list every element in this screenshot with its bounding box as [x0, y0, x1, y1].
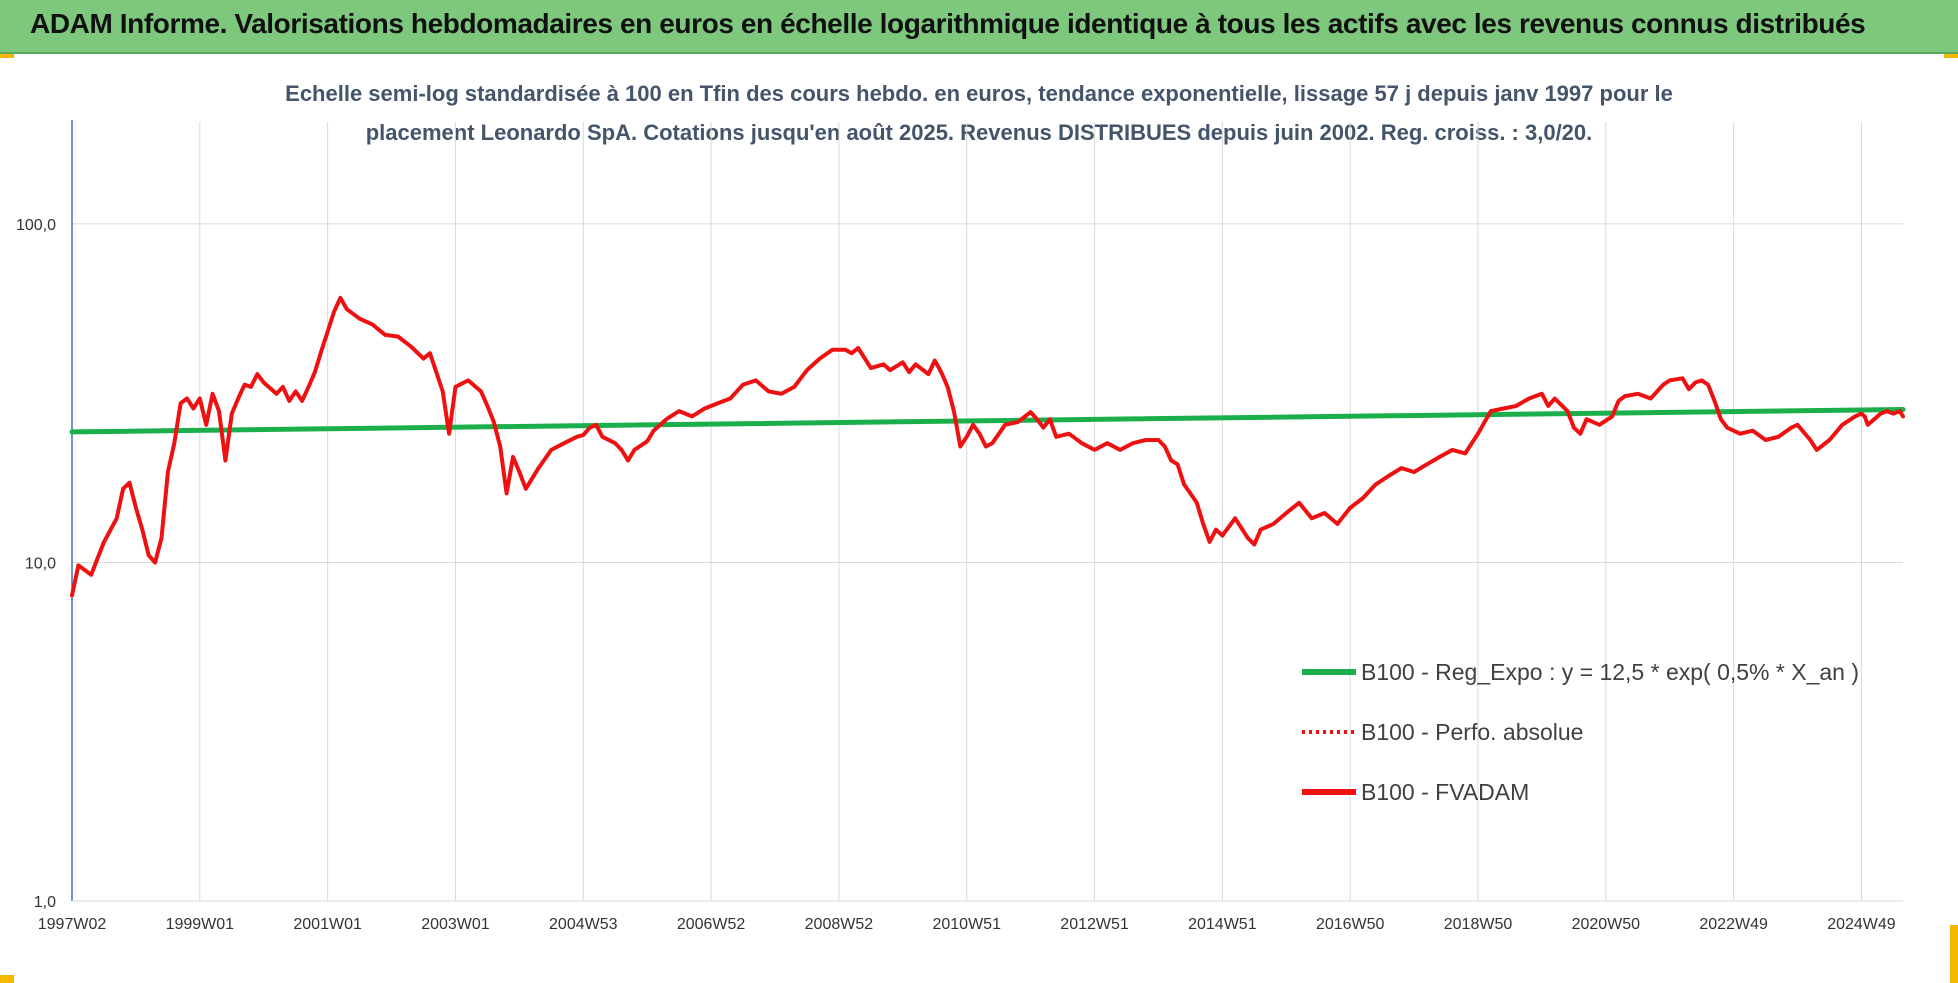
x-tick-label: 2014W51 — [1188, 916, 1257, 933]
x-tick-label: 2003W01 — [421, 916, 490, 933]
corner-marker-top-right — [1944, 50, 1958, 58]
series-line-regression — [69, 407, 1906, 435]
x-tick-label: 2004W53 — [549, 916, 618, 933]
x-tick-label: 2001W01 — [293, 916, 362, 933]
axes: 1,0 10,0 100,0 1997W02 1999W01 2001W01 2003W01… — [16, 120, 1903, 933]
x-tick-label: 1997W02 — [38, 916, 107, 933]
chart-subtitle-line-1: Echelle semi-log standardisée à 100 en T… — [285, 81, 1673, 106]
x-tick-label: 2016W50 — [1316, 916, 1385, 933]
corner-marker-top-left — [0, 50, 14, 58]
x-tick-label: 2010W51 — [932, 916, 1001, 933]
corner-marker-bottom-right — [1950, 925, 1958, 983]
banner-title: ADAM Informe. Valorisations hebdomadaire… — [30, 8, 1866, 39]
x-tick-label: 2018W50 — [1444, 916, 1513, 933]
legend: B100 - Reg_Expo : y = 12,5 * exp( 0,5% *… — [1302, 659, 1859, 805]
gridlines — [72, 122, 1903, 902]
series-line-fvadam — [70, 295, 1905, 598]
leonardo-log-chart: Echelle semi-log standardisée à 100 en T… — [16, 81, 1906, 933]
x-tick-label: 2012W51 — [1060, 916, 1129, 933]
y-tick-label: 100,0 — [16, 217, 56, 234]
x-tick-label: 2008W52 — [805, 916, 874, 933]
x-tick-label: 2024W49 — [1827, 916, 1896, 933]
corner-marker-bottom-left — [0, 975, 14, 983]
x-tick-label: 1999W01 — [166, 916, 235, 933]
x-tick-label: 2022W49 — [1699, 916, 1768, 933]
y-tick-label: 1,0 — [34, 894, 56, 911]
y-tick-label: 10,0 — [25, 555, 56, 572]
title-banner: ADAM Informe. Valorisations hebdomadaire… — [0, 0, 1958, 54]
chart-subtitle-line-2: placement Leonardo SpA. Cotations jusqu'… — [366, 120, 1593, 145]
x-tick-label: 2020W50 — [1572, 916, 1641, 933]
series — [69, 295, 1906, 598]
legend-label-regression: B100 - Reg_Expo : y = 12,5 * exp( 0,5% *… — [1361, 659, 1859, 685]
legend-label-fvadam: B100 - FVADAM — [1361, 779, 1529, 805]
legend-label-perfo: B100 - Perfo. absolue — [1361, 719, 1583, 745]
x-tick-label: 2006W52 — [677, 916, 746, 933]
